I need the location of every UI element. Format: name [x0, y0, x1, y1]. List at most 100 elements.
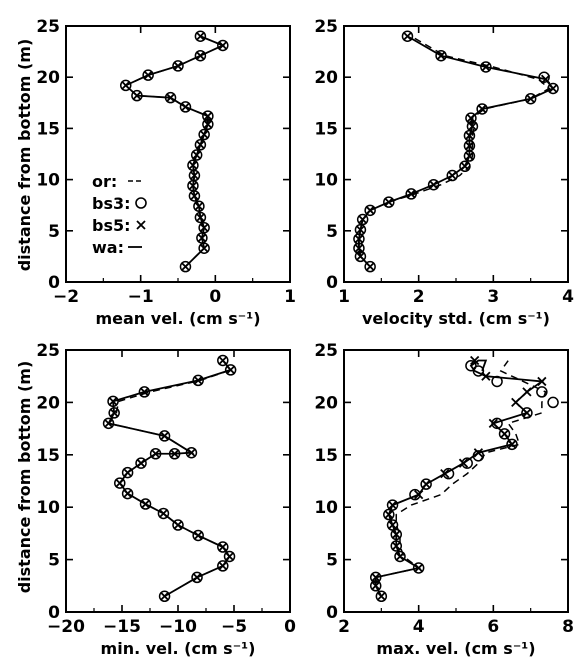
marker-bs5 [473, 448, 484, 458]
marker-bs3 [158, 590, 171, 603]
marker-bs5 [195, 31, 206, 41]
marker-bs5 [195, 140, 206, 150]
x-tick-label: −1 [128, 287, 154, 307]
marker-bs3 [446, 169, 459, 182]
marker-bs3 [369, 571, 382, 584]
marker-bs3 [179, 101, 192, 113]
marker-bs3 [142, 69, 154, 81]
marker-bs5 [132, 90, 142, 101]
marker-bs3 [547, 82, 559, 95]
marker-bs5 [218, 355, 228, 366]
marker-bs3 [524, 92, 537, 105]
y-tick-label: 0 [48, 603, 60, 623]
marker-bs5 [365, 262, 375, 272]
marker-bs5 [387, 500, 398, 510]
marker-bs3 [459, 160, 471, 173]
y-tick-label: 0 [326, 603, 338, 623]
marker-bs3 [194, 30, 207, 42]
marker-bs3 [172, 519, 184, 531]
marker-bs3 [390, 540, 403, 552]
marker-bs3 [521, 407, 533, 419]
marker-bs5 [194, 201, 204, 211]
y-tick-label: 25 [314, 17, 338, 37]
marker-bs3 [185, 446, 198, 459]
legend: or: bs3: bs5: wa: [92, 172, 147, 257]
marker-bs5 [186, 448, 197, 458]
marker-bs5 [115, 478, 125, 488]
marker-bs5 [354, 234, 364, 244]
marker-bs3 [536, 386, 548, 398]
legend-label: wa: [92, 238, 124, 257]
marker-bs3 [190, 149, 203, 161]
marker-bs5 [189, 191, 200, 201]
x-tick-label: −20 [47, 617, 85, 637]
marker-bs3 [369, 580, 382, 592]
marker-bs5 [371, 581, 381, 591]
marker-bs5 [121, 80, 131, 91]
marker-bs5 [218, 561, 228, 571]
marker-bs3 [168, 448, 181, 460]
marker-bs3 [217, 541, 229, 553]
x-tick-label: 4 [413, 617, 425, 637]
x-tick-label: −10 [159, 617, 197, 637]
marker-bs5 [384, 197, 394, 207]
y-tick-label: 20 [36, 68, 60, 88]
x-tick-label: 1 [284, 287, 296, 307]
marker-bs5 [358, 214, 368, 225]
marker-bs3 [383, 196, 395, 208]
marker-bs3 [121, 487, 134, 500]
marker-bs5 [188, 181, 198, 191]
marker-bs3 [465, 112, 477, 124]
x-tick-label: −2 [53, 287, 79, 307]
marker-bs5 [165, 93, 176, 103]
legend-label: bs5: [92, 216, 131, 235]
marker-bs3 [164, 91, 177, 104]
marker-bs5 [136, 458, 146, 468]
x-tick-label: 2 [413, 287, 425, 307]
y-tick-label: 15 [36, 446, 60, 466]
marker-bs5 [170, 449, 180, 459]
y-axis-label-top: distance from bottom (m) [15, 39, 34, 272]
marker-bs3 [506, 438, 518, 451]
marker-bs5 [224, 551, 235, 562]
marker-bs5 [522, 387, 532, 397]
marker-bs5 [540, 74, 551, 84]
marker-bs3 [194, 211, 207, 224]
marker-bs5 [414, 563, 424, 573]
marker-bs3 [157, 507, 170, 520]
y-tick-label: 20 [314, 393, 338, 413]
y-tick-label: 5 [48, 551, 60, 571]
marker-bs5 [188, 160, 198, 170]
y-tick-label: 15 [36, 119, 60, 139]
marker-bs3 [405, 188, 417, 200]
x-axis-label: velocity std. (cm s⁻¹) [362, 309, 550, 328]
y-tick-label: 25 [36, 17, 60, 37]
y-tick-label: 0 [326, 273, 338, 293]
marker-bs3 [386, 499, 399, 511]
x-tick-label: 0 [284, 617, 296, 637]
marker-bs3 [412, 562, 425, 574]
marker-bs3 [224, 364, 237, 376]
marker-bs3 [420, 478, 432, 490]
marker-bs5 [522, 408, 532, 418]
marker-bs5 [199, 243, 209, 253]
series-line-wa [358, 35, 555, 268]
x-tick-label: −15 [103, 617, 141, 637]
marker-bs3 [476, 103, 488, 115]
marker-bs5 [428, 180, 439, 190]
marker-bs5 [197, 233, 207, 243]
marker-bs3 [375, 590, 388, 603]
marker-bs3 [194, 49, 207, 62]
marker-bs3 [356, 213, 369, 226]
marker-bs5 [467, 121, 478, 131]
marker-bs5 [391, 529, 401, 540]
marker-bs5 [180, 262, 191, 272]
legend-symbol-bs5 [136, 220, 146, 230]
y-tick-label: 20 [36, 393, 60, 413]
marker-bs3 [192, 529, 204, 542]
x-axis-label: min. vel. (cm s⁻¹) [101, 639, 256, 658]
y-tick-label: 10 [36, 171, 60, 191]
panel-4: 2 4 6 8 0 5 10 15 20 25 max. vel. (cm s⁻¹) [314, 341, 574, 658]
series-line-or [124, 35, 225, 268]
